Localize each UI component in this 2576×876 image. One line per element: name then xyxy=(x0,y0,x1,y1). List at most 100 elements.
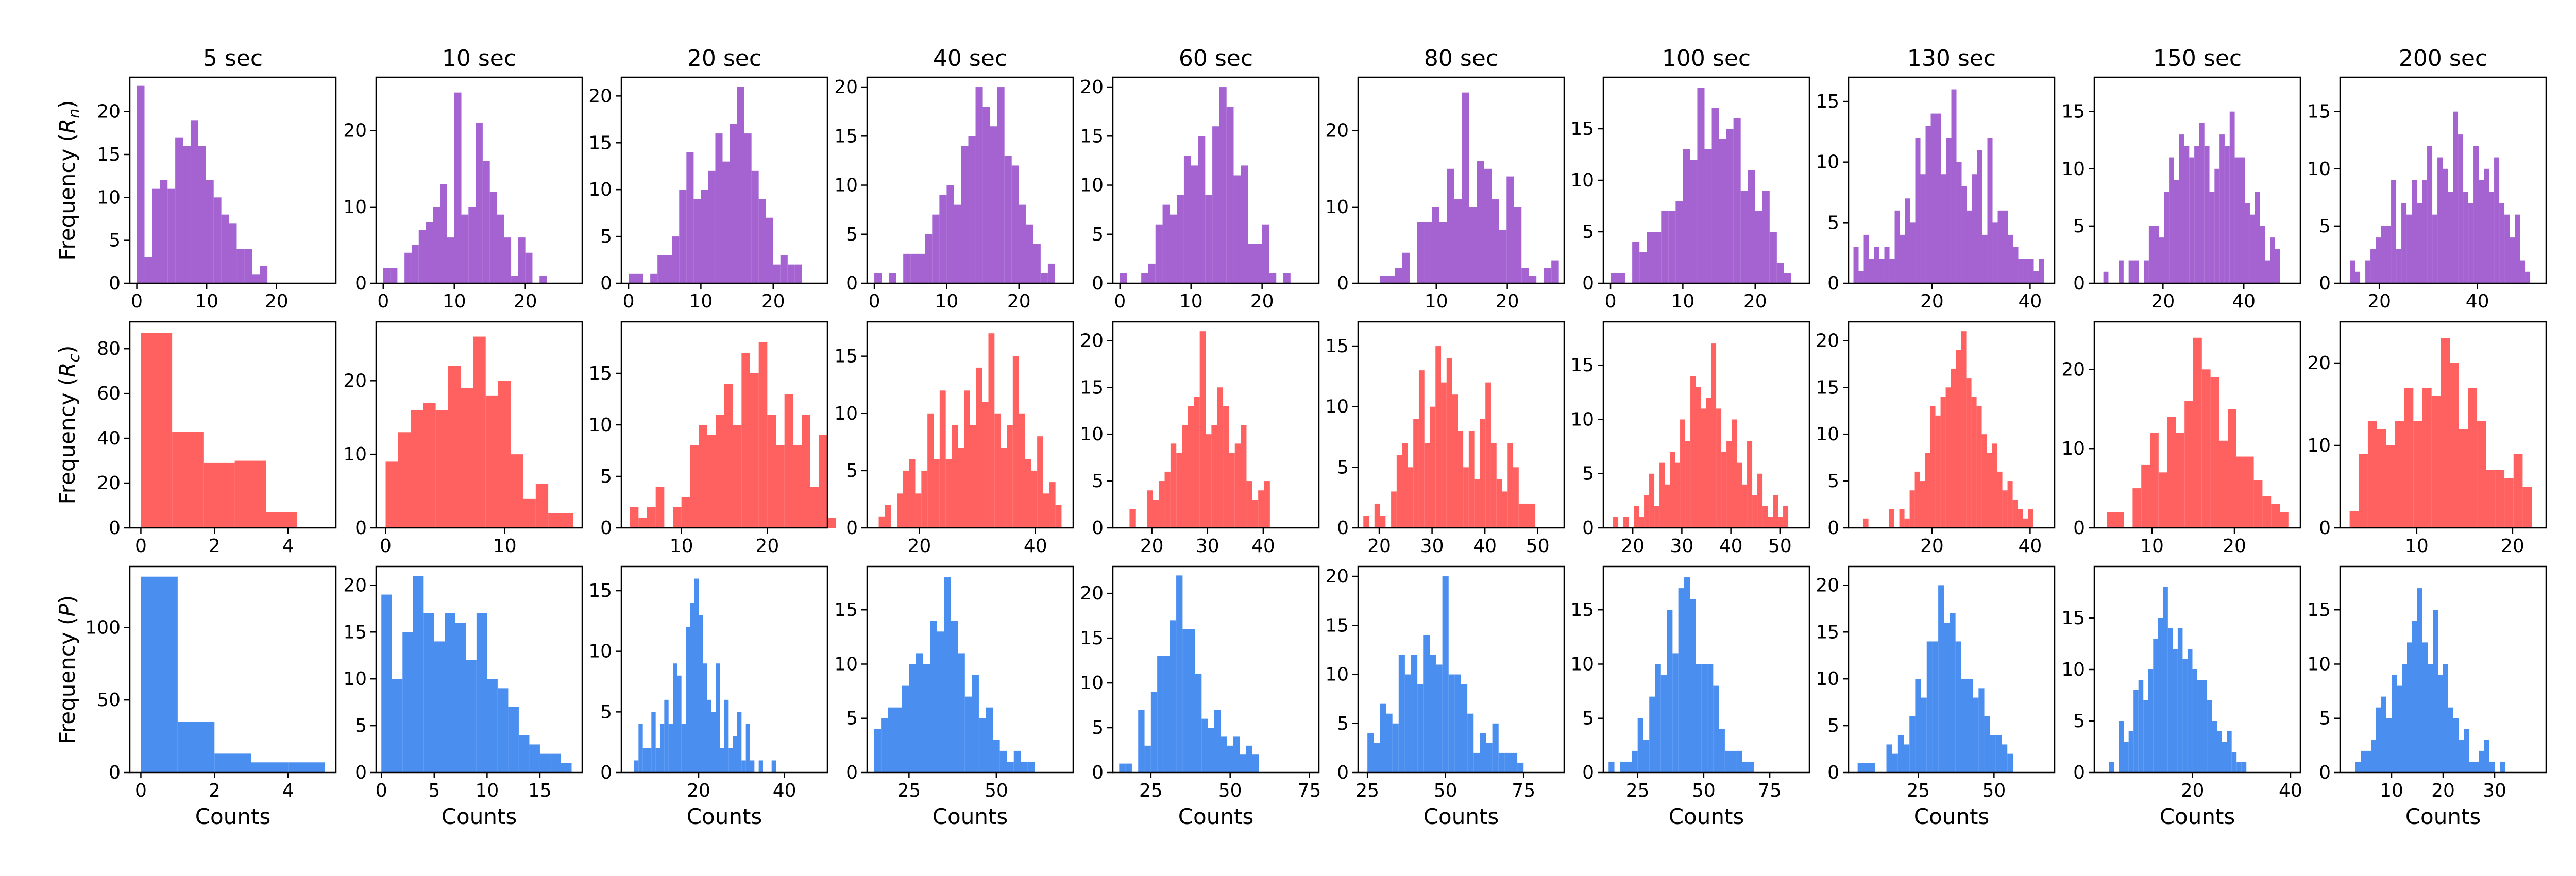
histogram-bar xyxy=(539,753,551,772)
histogram-bar xyxy=(958,448,964,528)
histogram-bar xyxy=(2176,433,2185,528)
histogram-bar xyxy=(681,497,690,528)
histogram-bar xyxy=(434,641,445,772)
histogram-bar xyxy=(909,664,916,772)
x-tick-label: 40 xyxy=(1024,536,1047,557)
x-axis-label: Counts xyxy=(933,804,1008,829)
panel-frame xyxy=(1848,321,2056,529)
x-tick-label: 20 xyxy=(1367,536,1391,557)
histogram-bar xyxy=(1672,653,1679,772)
histogram-bar xyxy=(2018,259,2024,283)
histogram-bar xyxy=(1467,713,1474,772)
histogram-bar xyxy=(1233,175,1241,283)
x-tick-label: 20 xyxy=(1496,291,1519,312)
x-tick-label: 20 xyxy=(2181,780,2205,801)
y-tick-label: 0 xyxy=(1827,518,1839,539)
y-tick-label: 0 xyxy=(109,762,121,783)
histogram-panel: 10 20 0 10 20 xyxy=(2307,321,2547,557)
y-tick-label: 0 xyxy=(600,762,612,783)
histogram-bar xyxy=(976,367,982,528)
histogram-bar xyxy=(2154,226,2159,283)
histogram-bar xyxy=(1858,271,1864,283)
y-tick-label: 10 xyxy=(2061,438,2085,459)
histogram-bar xyxy=(2395,421,2404,528)
y-tick-label: 10 xyxy=(834,654,858,675)
histogram-bar xyxy=(655,748,660,772)
y-tick-label: 5 xyxy=(1582,708,1594,729)
histogram-bar xyxy=(385,461,398,528)
histogram-bar xyxy=(1731,750,1737,772)
histogram-bar xyxy=(214,753,251,772)
histogram-bar xyxy=(993,740,1000,772)
histogram-bar xyxy=(988,333,995,528)
histogram-panel: 25 50 0 5 10 15 20 Counts xyxy=(1816,565,2056,829)
histogram-bar xyxy=(167,188,176,283)
histogram-bar xyxy=(1869,763,1875,772)
histogram-bar xyxy=(2438,675,2443,772)
histogram-bar xyxy=(2477,421,2486,528)
histogram-bar xyxy=(2473,146,2479,283)
histogram-bar xyxy=(2214,168,2220,283)
y-tick-label: 5 xyxy=(1582,463,1594,485)
histogram-bar xyxy=(1732,419,1737,528)
histogram-bar xyxy=(1269,273,1277,283)
x-axis-label: Counts xyxy=(1423,804,1499,829)
histogram-bar xyxy=(1217,387,1224,528)
histogram-bar xyxy=(2148,226,2154,283)
histogram-bar xyxy=(468,207,476,283)
histogram-bar xyxy=(885,505,891,528)
x-tick-label: 20 xyxy=(687,780,710,801)
histogram-bar xyxy=(1026,224,1033,283)
histogram-bar xyxy=(1148,263,1156,283)
histogram-bar xyxy=(2245,203,2250,283)
histogram-bar xyxy=(1176,575,1183,772)
histogram-bar xyxy=(916,653,923,772)
histogram-bar xyxy=(650,273,658,283)
y-tick-label: 0 xyxy=(1092,762,1104,783)
histogram-bar xyxy=(447,237,454,283)
histogram-bar xyxy=(1436,664,1443,772)
histogram-bar xyxy=(673,507,682,528)
histogram-bar xyxy=(655,487,665,528)
histogram-bar xyxy=(1446,358,1452,528)
histogram-bar xyxy=(780,255,788,283)
histogram-bar xyxy=(874,729,882,772)
histogram-bar xyxy=(1978,688,1985,772)
x-tick-label: 30 xyxy=(1196,536,1219,557)
panel-frame xyxy=(375,76,583,284)
histogram-bar xyxy=(1027,761,1035,772)
histogram-bar xyxy=(1212,126,1219,284)
x-tick-label: 20 xyxy=(1920,291,1944,312)
y-tick-label: 5 xyxy=(846,460,858,482)
histogram-bar xyxy=(2520,260,2526,283)
y-tick-label: 15 xyxy=(1325,336,1349,357)
histogram-bar xyxy=(1019,204,1026,283)
histogram-bar xyxy=(1748,170,1755,283)
y-tick-label: 10 xyxy=(834,175,858,196)
histogram-bar xyxy=(2396,249,2402,283)
histogram-bar xyxy=(1021,761,1028,772)
histogram-bar xyxy=(1784,273,1791,283)
histogram-bar xyxy=(1462,92,1469,283)
y-tick-label: 10 xyxy=(2307,435,2331,456)
histogram-bar xyxy=(1155,224,1163,283)
y-tick-label: 0 xyxy=(846,518,858,539)
histogram-bar xyxy=(2199,123,2205,283)
histogram-bar xyxy=(2201,369,2211,528)
histogram-bar xyxy=(1869,259,1874,283)
histogram-bar xyxy=(561,513,573,528)
histogram-bar xyxy=(1889,509,1894,528)
histogram-bar xyxy=(1441,382,1447,528)
histogram-bar xyxy=(1141,273,1148,283)
histogram-bar xyxy=(715,133,723,283)
histogram-bar xyxy=(2522,487,2532,528)
histogram-bar xyxy=(448,366,461,528)
histogram-bar xyxy=(1188,406,1194,528)
histogram-bar xyxy=(1367,733,1374,772)
histogram-bar xyxy=(435,410,448,528)
panel-frame xyxy=(129,76,337,284)
histogram-bar xyxy=(686,627,690,772)
y-tick-label: 15 xyxy=(2061,101,2085,123)
histogram-bar xyxy=(548,513,561,528)
y-tick-label: 10 xyxy=(1080,673,1104,694)
